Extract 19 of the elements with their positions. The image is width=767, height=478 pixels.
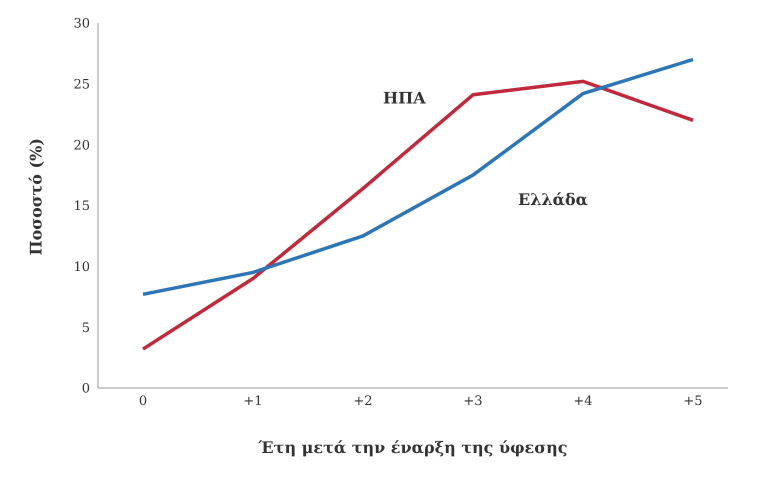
y-tick-label: 5 [82, 320, 90, 336]
y-tick-label: 20 [73, 138, 90, 154]
x-tick-label: +5 [683, 394, 703, 410]
x-tick-label: +2 [353, 394, 373, 410]
x-tick-label: +1 [243, 394, 263, 410]
y-tick-label: 30 [73, 16, 90, 32]
series-label: ΗΠΑ [383, 88, 426, 108]
y-axis-title: Ποσοστό (%) [26, 138, 46, 256]
text: Ελλάδα [518, 190, 588, 210]
x-tick-label: +4 [573, 394, 593, 410]
y-tick-label: 10 [73, 260, 90, 275]
y-tick-label: 15 [73, 199, 90, 214]
y-tick-label: 25 [73, 77, 90, 92]
x-axis-title: Έτη μετά την έναρξη της ύφεσης [258, 438, 568, 457]
x-tick-label: 0 [138, 394, 148, 410]
y-tick-label: 0 [82, 382, 90, 397]
line-series [141, 58, 695, 296]
line-series [141, 80, 695, 351]
x-tick-label: +3 [463, 394, 483, 410]
